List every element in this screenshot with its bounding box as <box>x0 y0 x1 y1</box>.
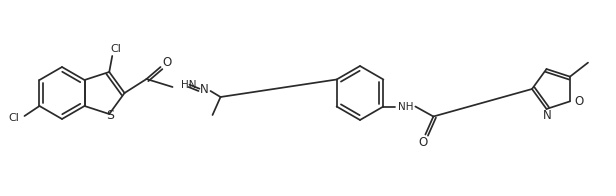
Text: Cl: Cl <box>111 44 122 54</box>
Text: Cl: Cl <box>8 113 19 123</box>
Text: O: O <box>419 136 428 149</box>
Text: N: N <box>543 110 552 122</box>
Text: HN: HN <box>180 80 196 90</box>
Text: O: O <box>574 95 583 108</box>
Text: S: S <box>106 109 114 122</box>
Text: O: O <box>162 55 171 68</box>
Text: NH: NH <box>398 102 413 112</box>
Text: N: N <box>200 83 209 95</box>
